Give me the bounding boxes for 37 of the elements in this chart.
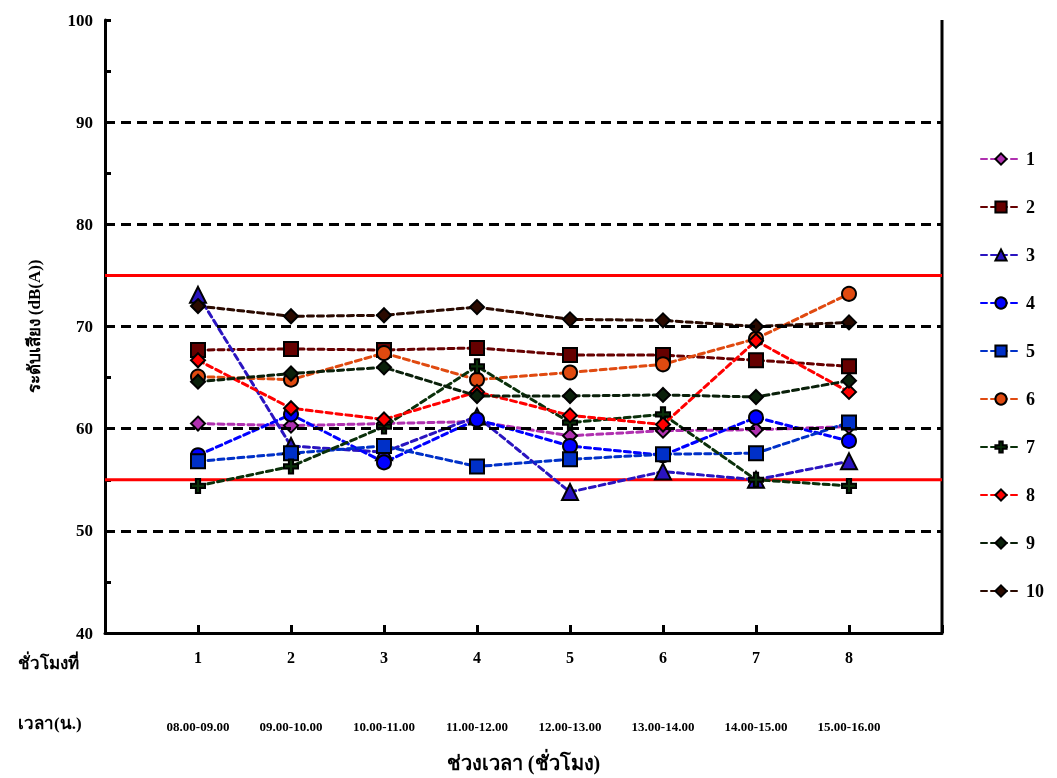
y-tick-label: 90 [76, 112, 93, 132]
legend-label: 10 [1026, 581, 1044, 601]
y-tick-label: 60 [76, 419, 93, 439]
x-tick-label: 6 [659, 648, 667, 666]
x-tick-label: 4 [473, 648, 481, 666]
y-axis-title: ระดับเสียง (dB(A)) [24, 259, 44, 394]
legend-label: 7 [1026, 437, 1035, 457]
legend-label: 2 [1026, 197, 1035, 217]
x-tick-label: 1 [194, 648, 202, 666]
y-tick-label: 40 [76, 623, 93, 643]
legend-label: 6 [1026, 389, 1035, 409]
x-tick-label: 5 [566, 648, 574, 666]
legend-label: 8 [1026, 485, 1035, 505]
y-tick-label: 70 [76, 317, 93, 336]
text: 15.00-16.00 [817, 718, 881, 734]
y-tick-label: 50 [76, 521, 93, 541]
legend-label: 3 [1026, 245, 1035, 265]
text: 10.00-11.00 [352, 718, 416, 734]
legend-label: 5 [1026, 341, 1035, 361]
text: 08.00-09.00 [166, 718, 230, 734]
x-tick-label: 7 [752, 648, 760, 666]
y-tick-label: 80 [76, 214, 93, 234]
x-tick-label: 2 [287, 648, 295, 666]
text: เวลา(น.) [18, 714, 82, 733]
x-tick-label: 3 [380, 648, 388, 666]
legend-label: 9 [1026, 533, 1035, 553]
legend-label: 4 [1026, 293, 1035, 313]
text: 12.00-13.00 [538, 718, 602, 734]
legend-label: 1 [1026, 149, 1035, 169]
y-tick-label: 100 [67, 10, 93, 30]
text: ชั่วโมงที่ [18, 651, 79, 673]
text: 13.00-14.00 [631, 718, 695, 734]
x-axis-title: ช่วงเวลา (ชั่วโมง) [446, 748, 601, 775]
text: 11.00-12.00 [445, 718, 509, 734]
x-tick-label: 8 [845, 648, 853, 666]
text: 14.00-15.00 [724, 718, 788, 734]
text: 09.00-10.00 [259, 718, 323, 734]
